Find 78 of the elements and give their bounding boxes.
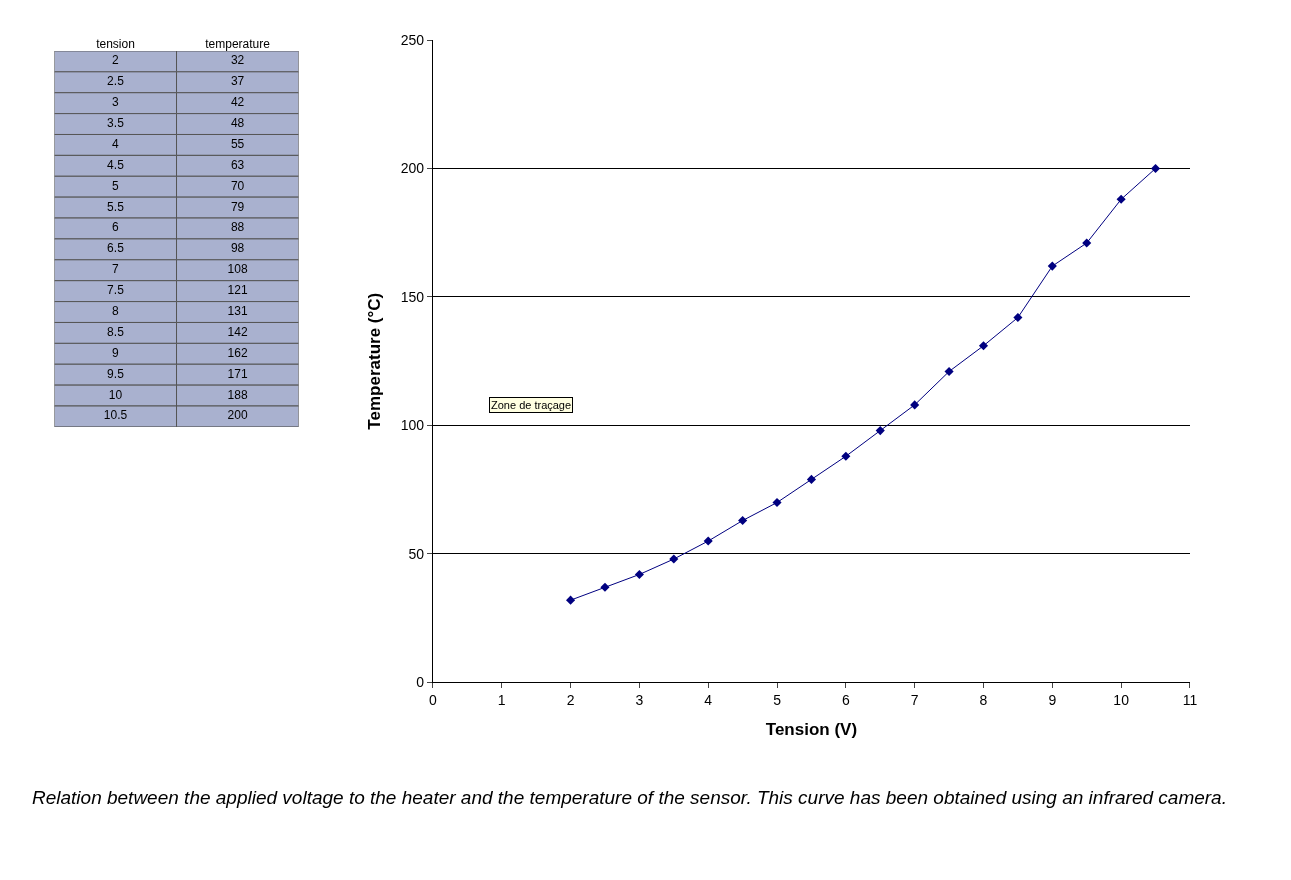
data-label: 200 (227, 408, 248, 423)
x-tick-label: 3 (635, 692, 644, 709)
point (600, 582, 610, 592)
data-label: 9 (112, 345, 120, 360)
point (566, 595, 576, 605)
data-label: 4 (112, 136, 120, 151)
x-tick-label: 8 (979, 692, 988, 709)
point (669, 554, 679, 564)
point (738, 515, 748, 526)
x-tick-label: 2 (566, 692, 575, 709)
data-label: 32 (230, 53, 245, 68)
data-label: 55 (230, 136, 245, 151)
x-tick-label: 9 (1048, 692, 1057, 709)
data-label: 4.5 (107, 157, 125, 172)
data-label: 2.5 (107, 74, 125, 89)
x-tick-label: 11 (1182, 692, 1198, 709)
data-label: 142 (227, 324, 248, 339)
data-label: 8.5 (107, 324, 125, 339)
x-tick-label: 10 (1113, 692, 1130, 709)
data-label: 108 (227, 262, 248, 277)
data-label: 9.5 (107, 366, 125, 381)
point (875, 426, 885, 436)
point (703, 536, 713, 546)
y-axis-title: Temperature (°C) (365, 292, 385, 430)
data-label: 171 (227, 366, 248, 381)
point (772, 497, 782, 508)
point (634, 569, 644, 580)
data-label: 10.5 (103, 408, 128, 423)
point (1047, 261, 1057, 271)
y-tick-label: 250 (400, 31, 425, 48)
data-label: 162 (227, 345, 248, 360)
point (1116, 194, 1126, 204)
data-label: 8 (112, 304, 120, 319)
point (806, 474, 816, 484)
data-label: 5.5 (107, 199, 125, 214)
y-tick-label: 100 (400, 417, 425, 434)
data-label: 42 (230, 95, 245, 110)
data-label: 98 (230, 241, 245, 256)
data-label: 2 (112, 53, 120, 68)
point (910, 400, 920, 410)
data-label: 6.5 (107, 241, 125, 256)
x-tick-label: 7 (910, 692, 919, 709)
data-label: 6 (112, 220, 120, 235)
data-label: 7.5 (107, 283, 125, 298)
point (841, 451, 851, 461)
x-tick-label: 1 (497, 692, 506, 709)
x-tick-label: 4 (704, 692, 713, 709)
y-tick-label: 0 (416, 674, 425, 691)
x-axis-title: Tension (V) (765, 719, 858, 739)
x-tick-label: temperature (205, 36, 271, 51)
point (1082, 238, 1092, 248)
data-label: 37 (230, 74, 245, 89)
data-label: 131 (227, 304, 248, 319)
annotation: Zone de traçage (491, 399, 572, 411)
data-label: 121 (227, 283, 248, 298)
y-tick-label: 150 (400, 288, 425, 305)
data-label: 188 (227, 387, 248, 402)
point (1150, 163, 1161, 174)
data-label: 10 (108, 387, 123, 402)
y-tick-label: 50 (408, 545, 425, 562)
data-label: 63 (230, 157, 245, 172)
point (944, 366, 954, 377)
point (978, 341, 989, 351)
data-label: 88 (230, 220, 245, 235)
data-label: 79 (230, 199, 245, 214)
x-tick-label: 0 (429, 692, 438, 709)
point (1013, 312, 1023, 323)
data-label: 7 (112, 262, 120, 277)
x-tick-label: tension (96, 36, 135, 51)
x-tick-label: 5 (773, 692, 782, 709)
x-tick-label: 6 (841, 692, 850, 709)
text: Relation between the applied voltage to the heater and the temperature of the sensor. This curve has been obtained using an infrared camera. (32, 787, 1227, 808)
data-label: 3 (112, 95, 120, 110)
data-label: 48 (230, 116, 245, 131)
y-tick-label: 200 (400, 160, 425, 177)
data-label: 70 (230, 178, 245, 193)
data-label: 3.5 (107, 116, 125, 131)
data-label: 5 (112, 178, 120, 193)
